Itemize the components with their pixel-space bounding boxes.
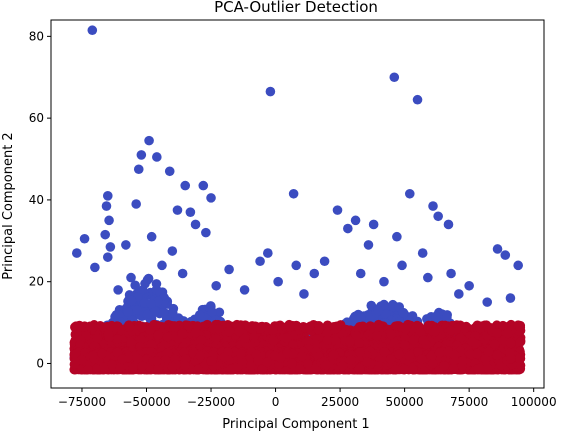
outlier-point <box>379 299 389 310</box>
outlier-point <box>130 280 140 291</box>
outlier-point <box>398 307 409 318</box>
outlier-point <box>132 305 143 316</box>
outlier-point <box>142 309 153 320</box>
outlier-point <box>355 313 366 324</box>
outlier-point <box>146 298 157 309</box>
outlier-point <box>123 307 133 317</box>
chart-title: PCA-Outlier Detection <box>214 0 378 16</box>
outlier-point <box>381 309 391 319</box>
outlier-point <box>167 308 178 318</box>
outlier-point <box>207 307 217 317</box>
outlier-point <box>373 305 384 316</box>
outlier-point <box>442 312 452 323</box>
outlier-point <box>158 307 169 318</box>
outlier-point <box>431 311 441 322</box>
outlier-point <box>194 310 205 320</box>
outlier-point <box>126 295 137 306</box>
outlier-point <box>214 307 225 318</box>
dense-cloud <box>69 273 526 375</box>
plot-area <box>69 25 526 375</box>
outlier-point <box>150 306 160 316</box>
